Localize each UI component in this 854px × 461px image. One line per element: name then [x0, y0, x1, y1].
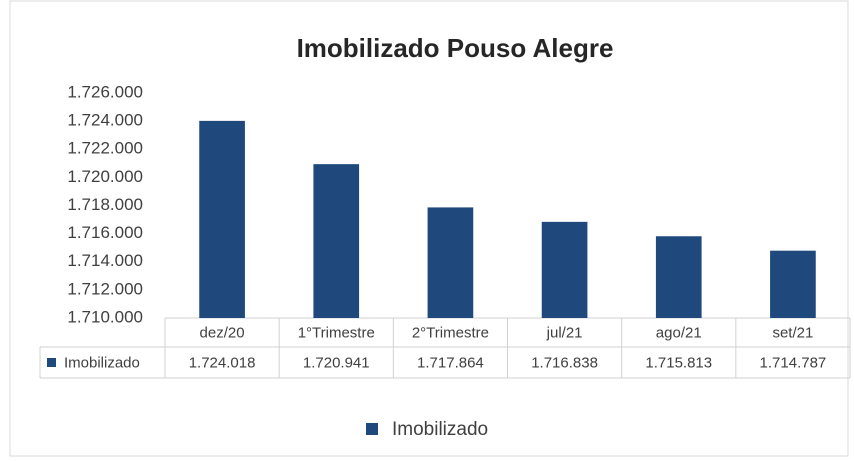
x-tick-label: set/21 — [772, 324, 813, 341]
table-value: 1.724.018 — [189, 354, 256, 371]
y-tick-label: 1.714.000 — [67, 251, 143, 270]
y-tick-label: 1.722.000 — [67, 139, 143, 158]
table-value: 1.715.813 — [645, 354, 712, 371]
table-value: 1.717.864 — [417, 354, 484, 371]
y-tick-label: 1.726.000 — [67, 82, 143, 101]
y-tick-label: 1.710.000 — [67, 307, 143, 326]
chart-title: Imobilizado Pouso Alegre — [297, 33, 614, 63]
table-value: 1.720.941 — [303, 354, 370, 371]
y-tick-label: 1.716.000 — [67, 223, 143, 242]
legend-key — [366, 423, 378, 435]
bar — [541, 221, 588, 318]
bar — [427, 207, 474, 318]
x-tick-label: ago/21 — [656, 324, 702, 341]
bar — [655, 236, 702, 318]
table-value: 1.716.838 — [531, 354, 598, 371]
x-tick-label: 2°Trimestre — [412, 324, 489, 341]
y-tick-label: 1.720.000 — [67, 167, 143, 186]
x-tick-label: jul/21 — [546, 324, 583, 341]
legend-label: Imobilizado — [392, 419, 488, 440]
table-series-name: Imobilizado — [64, 354, 140, 371]
x-tick-label: dez/20 — [200, 324, 245, 341]
table-value: 1.714.787 — [760, 354, 827, 371]
x-tick-label: 1°Trimestre — [298, 324, 375, 341]
table-legend-key — [47, 358, 56, 367]
y-tick-label: 1.718.000 — [67, 195, 143, 214]
y-tick-label: 1.724.000 — [67, 111, 143, 130]
bar — [770, 250, 816, 318]
bar — [313, 164, 360, 318]
y-tick-label: 1.712.000 — [67, 279, 143, 298]
bar — [199, 120, 245, 318]
